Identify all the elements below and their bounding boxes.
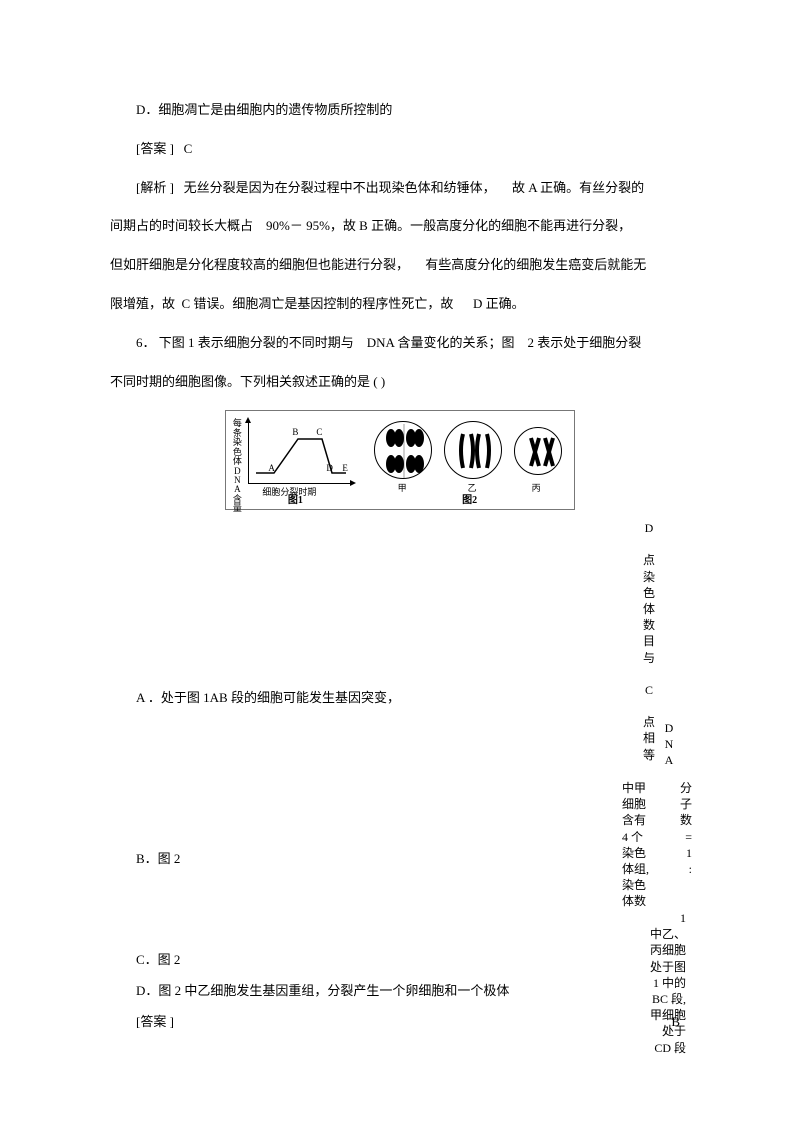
q6-optd-text: D．图 2 中乙细胞发生基因重组，分裂产生一个卵细胞和一个极体 — [136, 983, 509, 998]
q5-optd-text: D．细胞凋亡是由细胞内的遗传物质所控制的 — [136, 102, 392, 117]
q6-option-b: B．图 2 — [110, 849, 690, 870]
fig1-pt-c: C — [316, 425, 322, 439]
fig1-curve — [248, 421, 350, 483]
q5-answer-value: C — [184, 141, 193, 156]
fig1-pt-b: B — [292, 425, 298, 439]
q6-opta-text: A ．处于图 1AB 段的细胞可能发生基因突变， — [136, 690, 400, 705]
q5-ana-l1b: 故 A 正确。有丝分裂的 — [512, 180, 644, 195]
q5-ana-l4a: 限增殖，故 — [110, 296, 175, 311]
q5-ana-l2b: 90%－ 95%，故 B 正确。一般高度分化的细胞不能再进行分裂， — [266, 218, 631, 233]
q5-analysis-l2: 间期占的时间较长大概占 90%－ 95%，故 B 正确。一般高度分化的细胞不能再… — [110, 216, 690, 237]
fig1-pt-a: A — [268, 461, 275, 475]
right-stack-1: D 点染色体数目与 C 点相等 — [642, 520, 656, 763]
figure-box: 每条染色体DNA含量 A B C D E 细胞分裂时期 图1 — [225, 410, 574, 510]
q6-stem-l1: 6． 下图 1 表示细胞分裂的不同时期与 DNA 含量变化的关系；图 2 表示处… — [110, 333, 690, 354]
q6-answer: [答案 ] B — [110, 1012, 690, 1033]
q6-s1b: 下图 1 表示细胞分裂的不同时期与 — [159, 335, 354, 350]
cell-yi — [444, 421, 502, 479]
right-stack-3: 中甲分细胞子含有数4 个=染色1体组,:染色体数 — [622, 780, 692, 910]
fig1-pt-d: D — [326, 461, 333, 475]
fig1-pt-e: E — [342, 461, 348, 475]
q5-option-d: D．细胞凋亡是由细胞内的遗传物质所控制的 — [110, 100, 690, 121]
cell-jia — [374, 421, 432, 479]
q5-analysis-l4: 限增殖，故 C 错误。细胞凋亡是基因控制的程序性死亡，故 D 正确。 — [110, 294, 690, 315]
q5-ana-l1a: 无丝分裂是因为在分裂过程中不出现染色体和纺锤体， — [184, 180, 496, 195]
figure-2: 甲 乙 丙 图2 — [370, 415, 570, 505]
q5-ana-l4c: D 正确。 — [473, 296, 525, 311]
q6-s2: 不同时期的细胞图像。下列相关叙述正确的是 ( ) — [110, 374, 385, 389]
arrow-right-icon — [350, 480, 356, 486]
q5-ana-l3a: 但如肝细胞是分化程度较高的细胞但也能进行分裂， — [110, 257, 409, 272]
right-stack-2: DNA — [662, 720, 676, 769]
q6-stem-l2: 不同时期的细胞图像。下列相关叙述正确的是 ( ) — [110, 372, 690, 393]
q5-analysis-l1: [解析 ] 无丝分裂是因为在分裂过程中不出现染色体和纺锤体， 故 A 正确。有丝… — [110, 178, 690, 199]
right-stack-4: 1中乙、丙细胞处于图1 中的BC 段,甲细胞处于CD 段 — [638, 910, 686, 1056]
q6-answer-label: [答案 ] — [136, 1014, 174, 1029]
fig1-caption: 图1 — [230, 493, 360, 509]
cell-bing — [514, 427, 562, 475]
q6-option-c: C．图 2 — [110, 950, 690, 971]
q6-optb-text: B．图 2 — [136, 851, 180, 866]
q5-analysis-label: [解析 ] — [136, 180, 174, 195]
q5-ana-l2a: 间期占的时间较长大概占 — [110, 218, 253, 233]
q5-answer: [答案 ] C — [110, 139, 690, 160]
q6-option-d: D．图 2 中乙细胞发生基因重组，分裂产生一个卵细胞和一个极体 — [110, 981, 690, 1002]
q5-ana-l3b: 有些高度分化的细胞发生癌变后就能无 — [425, 257, 646, 272]
fig1-x-axis — [248, 483, 350, 484]
q6-option-a: A ．处于图 1AB 段的细胞可能发生基因突变， — [110, 688, 690, 709]
figure-1: 每条染色体DNA含量 A B C D E 细胞分裂时期 图1 — [230, 415, 360, 505]
q6-s1d: 2 表示处于细胞分裂 — [527, 335, 641, 350]
q5-ana-l4b: C 错误。细胞凋亡是基因控制的程序性死亡，故 — [182, 296, 454, 311]
q6-s1c: DNA 含量变化的关系；图 — [367, 335, 515, 350]
q5-analysis-l3: 但如肝细胞是分化程度较高的细胞但也能进行分裂， 有些高度分化的细胞发生癌变后就能… — [110, 255, 690, 276]
q6-optc-text: C．图 2 — [136, 952, 180, 967]
fig2-caption: 图2 — [370, 493, 570, 509]
q5-answer-label: [答案 ] — [136, 141, 174, 156]
figure-container: 每条染色体DNA含量 A B C D E 细胞分裂时期 图1 — [110, 410, 690, 510]
q6-num: 6． — [136, 335, 156, 350]
